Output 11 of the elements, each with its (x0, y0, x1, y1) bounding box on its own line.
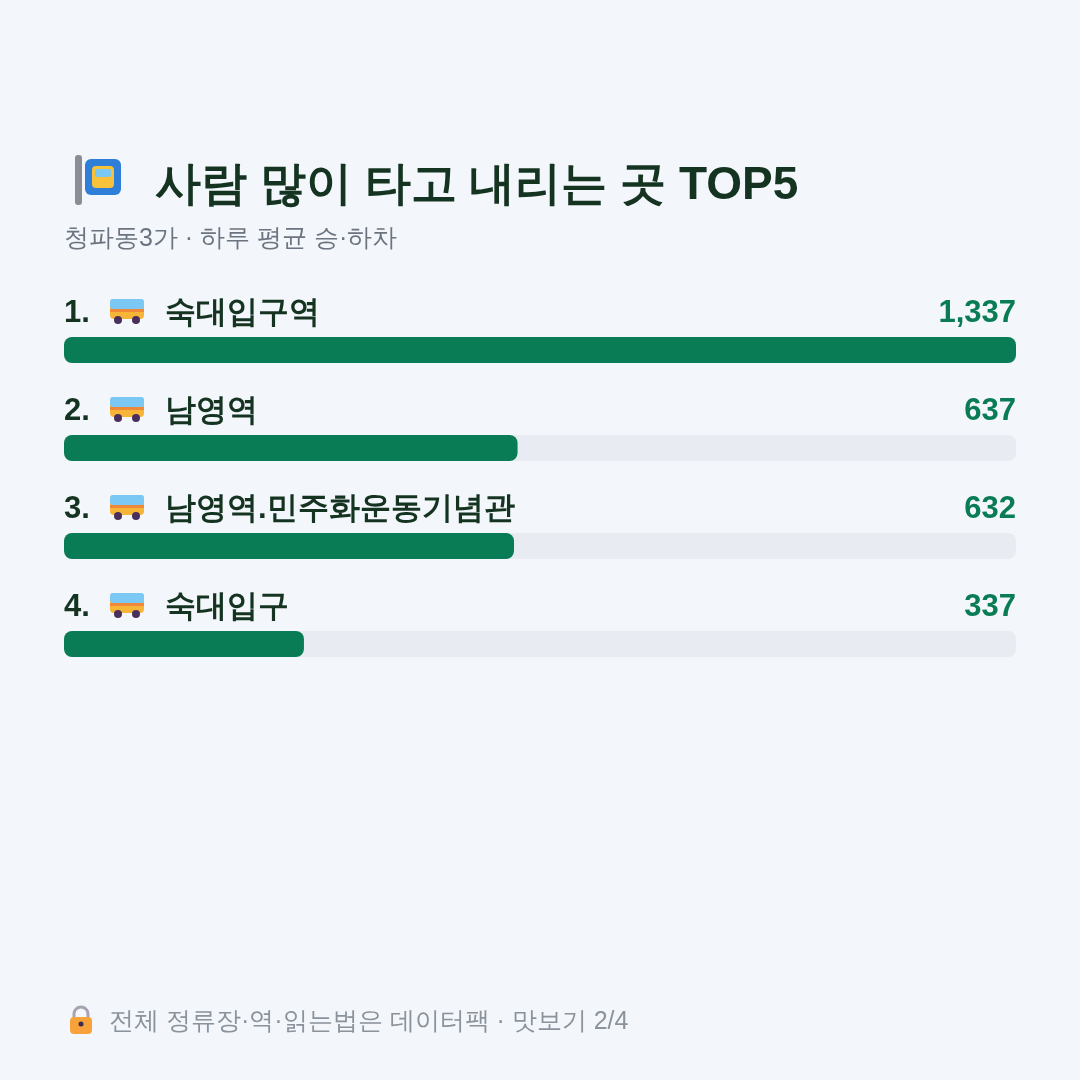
data-label: 1,337 (938, 294, 1016, 329)
chart-subtitle: 청파동3가 · 하루 평균 승·하차 (64, 223, 398, 251)
data-label: 632 (964, 490, 1016, 525)
category-label: 1. 숙대입구역 (64, 294, 320, 329)
text: 전체 정류장·역·읽는법은 데이터팩 · 맛보기 2/4 (109, 1006, 629, 1034)
category-label: 3. 남영역.민주화운동기념관 (64, 490, 515, 525)
category-label: 2. 남영역 (64, 392, 258, 427)
chart-title: 사람 많이 타고 내리는 곳 TOP5 (155, 157, 799, 209)
category-label: 4. 숙대입구 (64, 588, 289, 623)
data-label: 637 (964, 392, 1016, 427)
data-label: 337 (964, 588, 1016, 623)
